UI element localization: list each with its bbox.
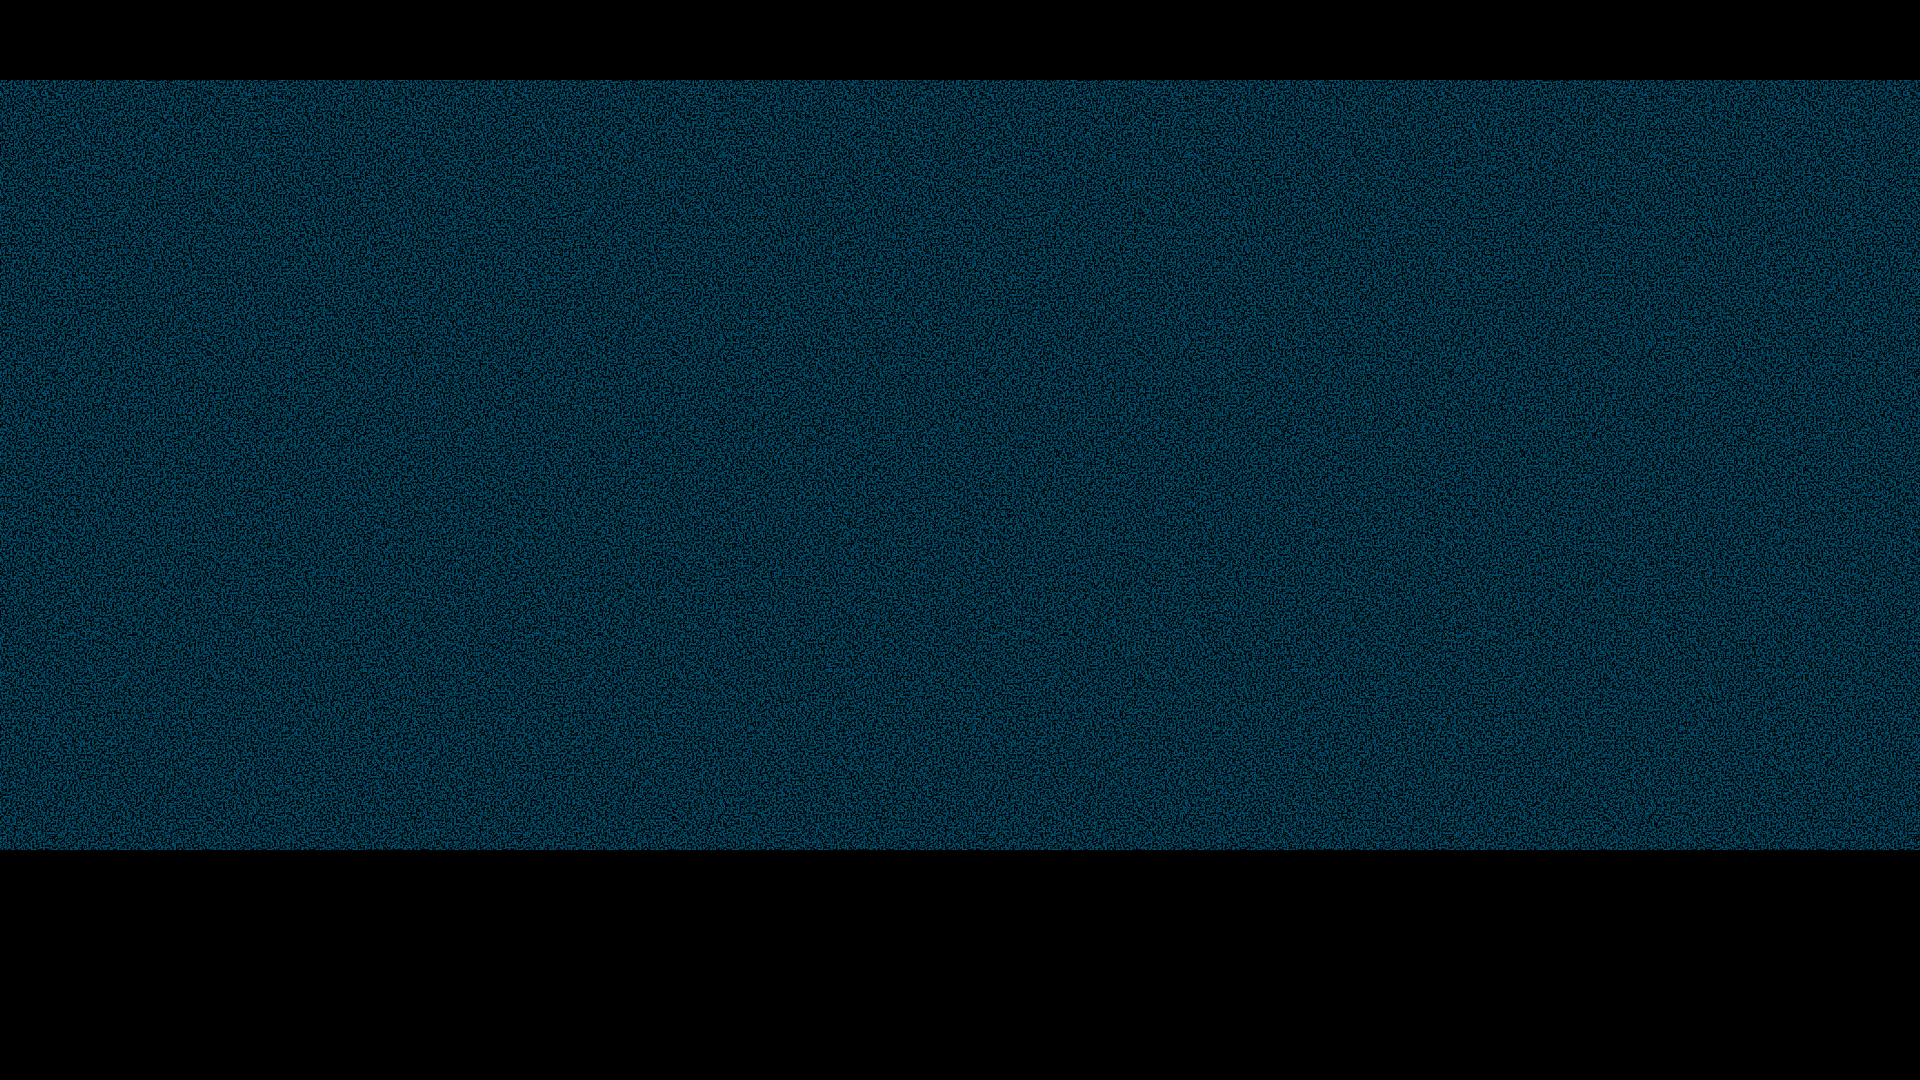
pixel-speckle-overlay: [0, 80, 1920, 850]
cloud-top-height-map: [0, 80, 1920, 850]
